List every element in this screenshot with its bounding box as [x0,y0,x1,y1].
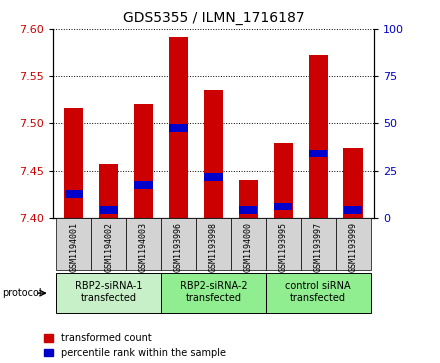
Bar [308,56,328,218]
Bar [135,181,153,188]
Bar [99,207,118,214]
Text: RBP2-siRNA-2
transfected: RBP2-siRNA-2 transfected [180,281,247,303]
Bar [161,218,196,270]
Bar [204,174,223,181]
Bar [99,164,118,218]
Legend: transformed count, percentile rank within the sample: transformed count, percentile rank withi… [44,333,226,358]
Bar [344,207,362,214]
Bar [266,218,301,270]
Text: RBP2-siRNA-1
transfected: RBP2-siRNA-1 transfected [75,281,143,303]
Bar [309,150,327,158]
Bar [134,103,153,218]
Text: GSM1193997: GSM1193997 [314,222,323,272]
Bar [274,203,292,210]
Bar [169,37,188,218]
Bar [161,273,266,313]
Bar [126,218,161,270]
Bar [239,180,258,218]
Bar [196,218,231,270]
Bar [64,108,83,218]
Text: GSM1193995: GSM1193995 [279,222,288,272]
Bar [274,143,293,218]
Text: protocol: protocol [2,288,42,298]
Bar [56,273,161,313]
Text: control siRNA
transfected: control siRNA transfected [285,281,351,303]
Bar [239,207,257,214]
Text: GSM1193996: GSM1193996 [174,222,183,272]
Text: GSM1194003: GSM1194003 [139,222,148,272]
Bar [231,218,266,270]
Bar [344,148,363,218]
Bar [266,273,370,313]
Text: GSM1194001: GSM1194001 [69,222,78,272]
Bar [301,218,336,270]
Title: GDS5355 / ILMN_1716187: GDS5355 / ILMN_1716187 [123,11,304,25]
Bar [65,191,83,198]
Bar [91,218,126,270]
Bar [336,218,370,270]
Text: GSM1194000: GSM1194000 [244,222,253,272]
Bar [56,218,91,270]
Bar [204,90,223,218]
Bar [169,125,187,132]
Text: GSM1194002: GSM1194002 [104,222,113,272]
Text: GSM1193999: GSM1193999 [348,222,358,272]
Text: GSM1193998: GSM1193998 [209,222,218,272]
